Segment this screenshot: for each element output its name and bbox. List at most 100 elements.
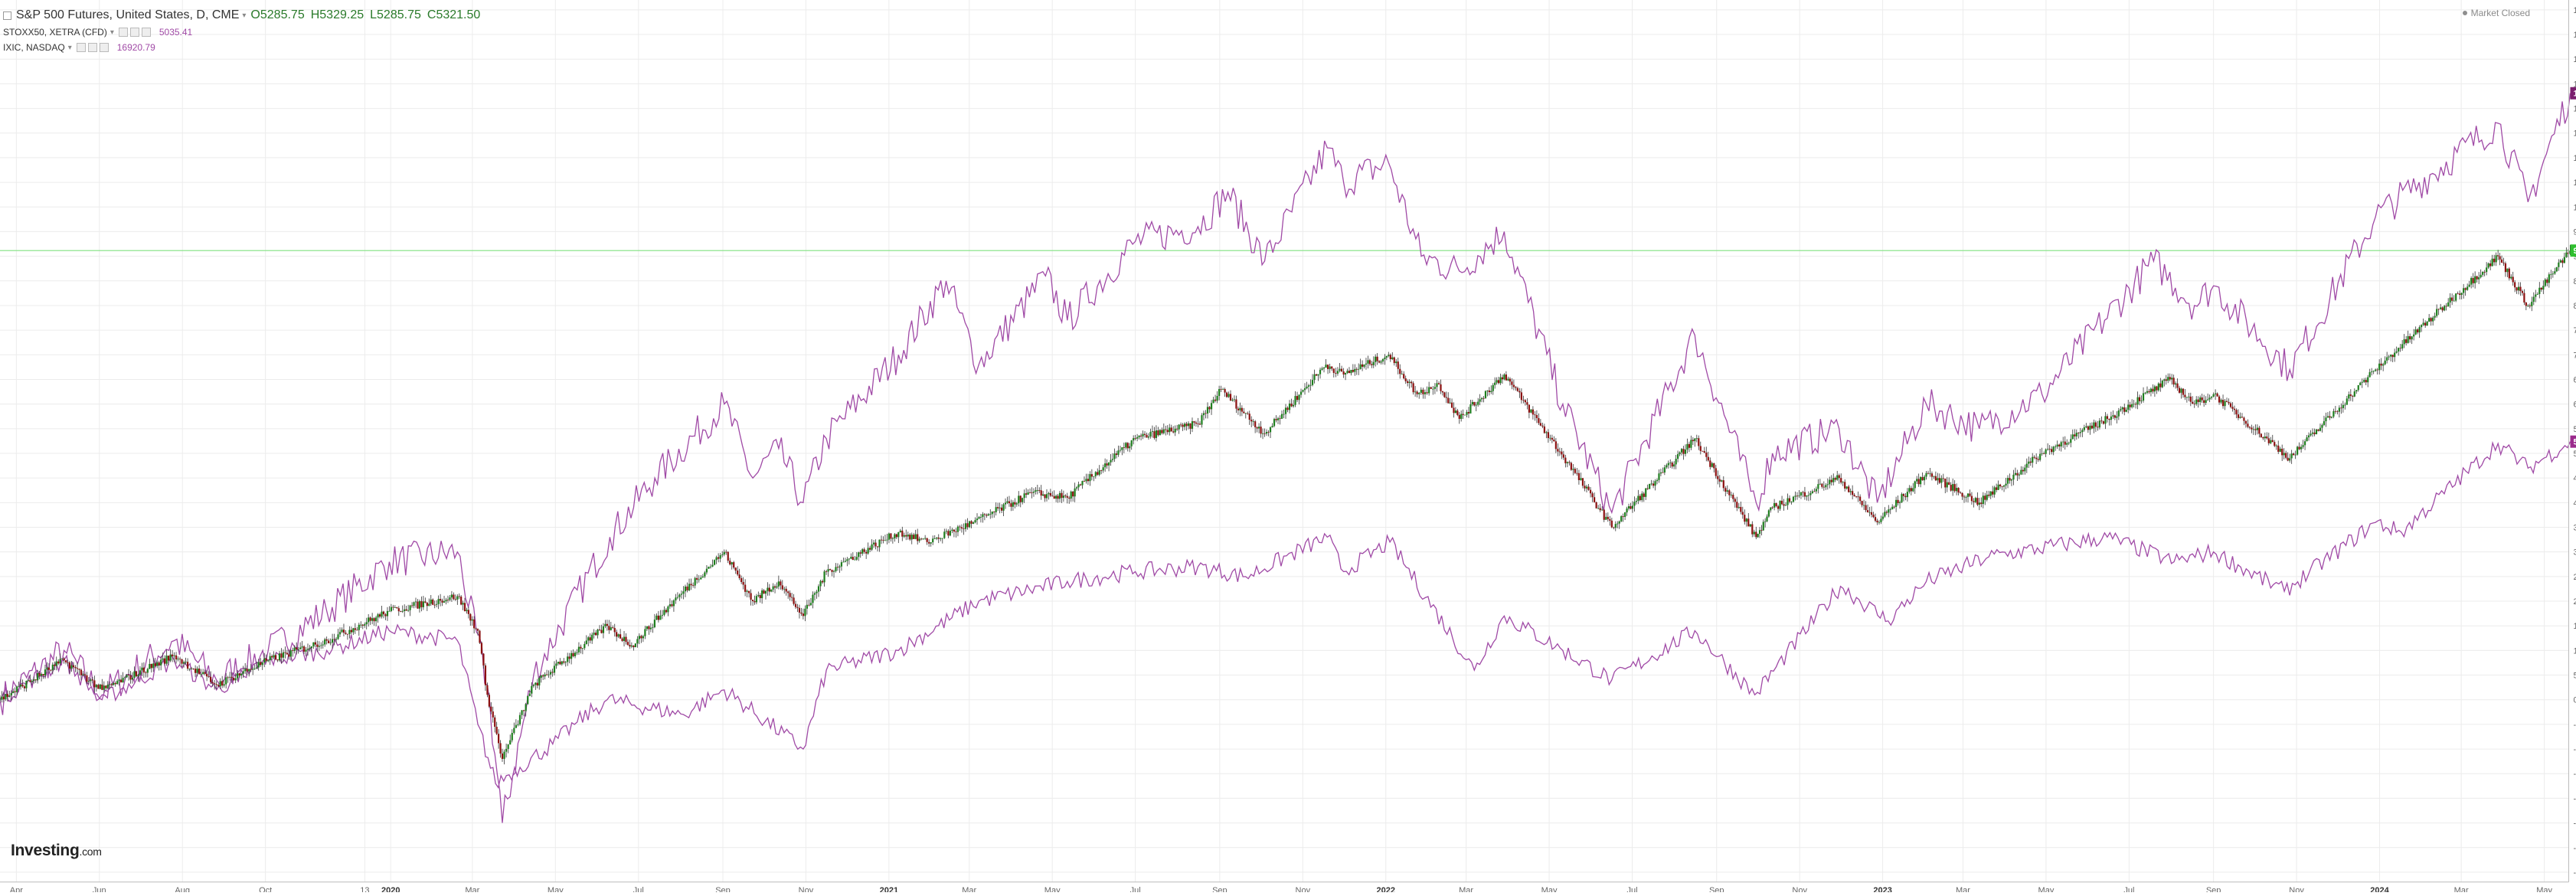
candle-body xyxy=(120,679,123,683)
candle xyxy=(1893,505,1895,509)
candle xyxy=(2055,444,2057,451)
candle-body xyxy=(1261,433,1264,434)
candle xyxy=(2386,352,2388,364)
candle-body xyxy=(378,614,381,617)
candle xyxy=(436,600,438,608)
candle xyxy=(378,613,381,619)
candle xyxy=(2486,262,2488,276)
candle xyxy=(1326,364,1329,374)
candle-body xyxy=(672,600,675,607)
candle xyxy=(750,589,752,606)
candle-body xyxy=(1543,426,1545,433)
candle-body xyxy=(1375,356,1377,362)
candle xyxy=(145,671,147,678)
candle xyxy=(1064,494,1067,499)
candle-body xyxy=(1416,391,1418,394)
candle-body xyxy=(361,624,364,626)
candle xyxy=(580,644,582,654)
candle-body xyxy=(1622,516,1624,517)
candle xyxy=(956,525,959,537)
candle xyxy=(2310,430,2312,437)
candle xyxy=(644,626,646,639)
candle-body xyxy=(1744,515,1746,522)
candle-body xyxy=(149,663,151,669)
candle-body xyxy=(401,610,404,612)
candle-body xyxy=(2376,369,2378,371)
candle xyxy=(1436,380,1438,392)
candle-body xyxy=(2254,429,2257,430)
candle-body xyxy=(2432,317,2434,322)
x-tick-label: May xyxy=(2536,886,2552,892)
candle xyxy=(310,646,313,652)
candle-body xyxy=(2167,377,2169,381)
candle-body xyxy=(1042,494,1044,496)
candle-body xyxy=(959,526,961,528)
candle xyxy=(1332,368,1335,378)
eye-icon[interactable] xyxy=(118,28,128,37)
settings-icon[interactable] xyxy=(87,43,97,52)
chevron-down-icon[interactable]: ▾ xyxy=(242,11,247,20)
close-icon[interactable] xyxy=(141,28,151,37)
candle-body xyxy=(126,675,128,678)
brand-logo[interactable]: Investing.com xyxy=(11,842,102,860)
candle xyxy=(2077,432,2080,439)
legend-compare-row-stoxx[interactable]: STOXX50, XETRA (CFD) ▾ 5035.41 xyxy=(3,25,486,40)
legend-compare-row-ixic[interactable]: IXIC, NASDAQ ▾ 16920.79 xyxy=(3,40,486,55)
chevron-down-icon[interactable]: ▾ xyxy=(67,43,72,52)
candle-body xyxy=(432,599,434,605)
candle xyxy=(1692,437,1694,446)
candle xyxy=(2233,405,2236,415)
candle xyxy=(928,539,930,547)
candle-body xyxy=(2182,388,2185,395)
candle-body xyxy=(145,672,147,673)
candle-body xyxy=(386,610,389,616)
chevron-down-icon[interactable]: ▾ xyxy=(110,28,114,37)
candle xyxy=(909,532,911,541)
candle xyxy=(2097,420,2099,431)
candle-body xyxy=(273,655,275,658)
candle-body xyxy=(479,630,481,643)
candle-body xyxy=(260,662,262,665)
candle xyxy=(816,590,818,599)
candle xyxy=(1271,423,1273,428)
candle xyxy=(2411,335,2413,345)
candle xyxy=(1044,494,1046,502)
ohlc-close-value: 5321.50 xyxy=(436,8,481,21)
collapse-toggle-icon[interactable] xyxy=(3,11,11,20)
candle-body xyxy=(848,558,850,560)
legend-main-row[interactable]: S&P 500 Futures, United States, D, CME ▾… xyxy=(3,6,486,25)
candle-body xyxy=(1125,443,1127,448)
settings-icon[interactable] xyxy=(129,28,139,37)
candle xyxy=(686,582,688,593)
candle-body xyxy=(719,554,721,559)
candle-body xyxy=(817,586,820,592)
y-tick-label: -25.00% xyxy=(2573,819,2576,829)
eye-icon[interactable] xyxy=(76,43,86,52)
candle-body xyxy=(2208,397,2211,400)
candle xyxy=(2248,426,2251,430)
candle-body xyxy=(1912,488,1914,492)
candle-body xyxy=(1898,502,1901,504)
candle-body xyxy=(2074,434,2076,437)
candle xyxy=(1107,462,1110,472)
candle-body xyxy=(1361,364,1364,367)
candle-body xyxy=(1929,473,1931,475)
candle xyxy=(2239,412,2241,419)
candle-body xyxy=(770,589,773,592)
candle-body xyxy=(1031,492,1033,493)
y-tick-label: 10.00% xyxy=(2573,646,2576,656)
candle xyxy=(863,547,865,554)
candle-body xyxy=(1639,495,1641,501)
close-icon[interactable] xyxy=(99,43,109,52)
candle-body xyxy=(874,542,877,547)
candle xyxy=(1844,479,1846,492)
candle-body xyxy=(1453,407,1455,414)
candle xyxy=(2180,388,2182,399)
candle-body xyxy=(2172,378,2175,385)
candle xyxy=(793,594,795,606)
candle-body xyxy=(964,523,967,529)
candle-body xyxy=(652,627,654,628)
candle-body xyxy=(346,633,349,635)
